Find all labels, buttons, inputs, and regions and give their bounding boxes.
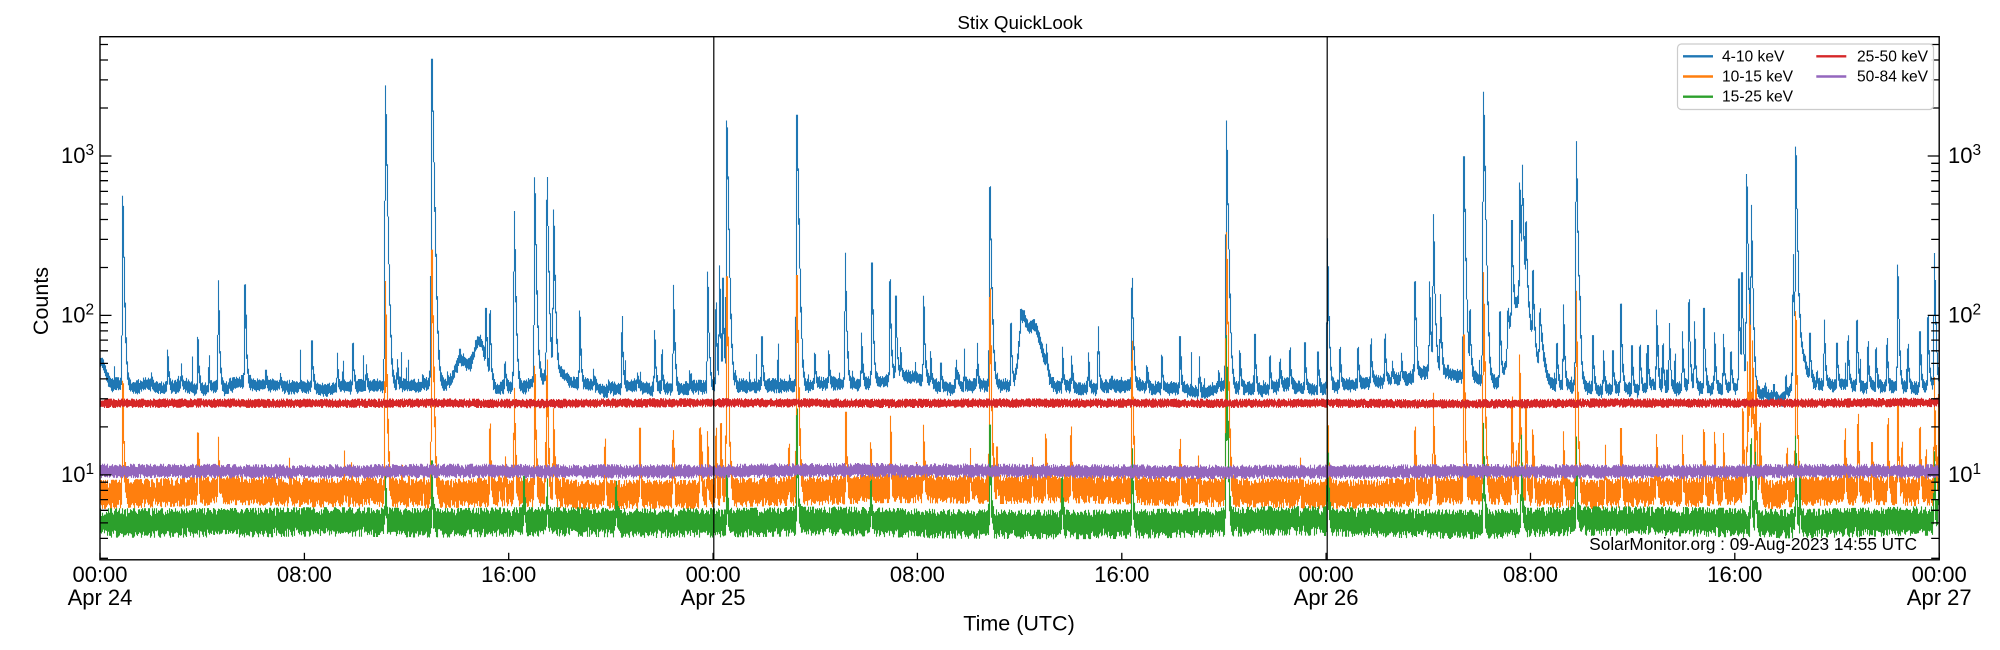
svg-text:4-10 keV: 4-10 keV <box>1722 48 1785 65</box>
svg-text:08:00: 08:00 <box>1503 562 1558 587</box>
svg-text:16:00: 16:00 <box>481 562 536 587</box>
svg-text:00:00: 00:00 <box>686 562 741 587</box>
svg-text:Stix QuickLook: Stix QuickLook <box>957 12 1083 33</box>
svg-text:08:00: 08:00 <box>890 562 945 587</box>
svg-text:15-25 keV: 15-25 keV <box>1722 89 1794 106</box>
svg-text:00:00: 00:00 <box>72 562 127 587</box>
svg-text:25-50 keV: 25-50 keV <box>1857 48 1929 65</box>
svg-text:Apr 27: Apr 27 <box>1907 585 1972 610</box>
svg-text:16:00: 16:00 <box>1094 562 1149 587</box>
svg-text:Apr 26: Apr 26 <box>1294 585 1359 610</box>
svg-text:16:00: 16:00 <box>1707 562 1762 587</box>
svg-text:08:00: 08:00 <box>277 562 332 587</box>
svg-text:50-84 keV: 50-84 keV <box>1857 69 1929 86</box>
svg-text:00:00: 00:00 <box>1912 562 1967 587</box>
svg-text:10-15 keV: 10-15 keV <box>1722 69 1794 86</box>
svg-text:Counts: Counts <box>29 267 53 335</box>
svg-text:00:00: 00:00 <box>1299 562 1354 587</box>
svg-text:SolarMonitor.org : 09-Aug-2023: SolarMonitor.org : 09-Aug-2023 14:55 UTC <box>1589 534 1917 554</box>
svg-text:Time (UTC): Time (UTC) <box>963 612 1074 636</box>
svg-text:Apr 24: Apr 24 <box>68 585 133 610</box>
svg-text:Apr 25: Apr 25 <box>681 585 746 610</box>
